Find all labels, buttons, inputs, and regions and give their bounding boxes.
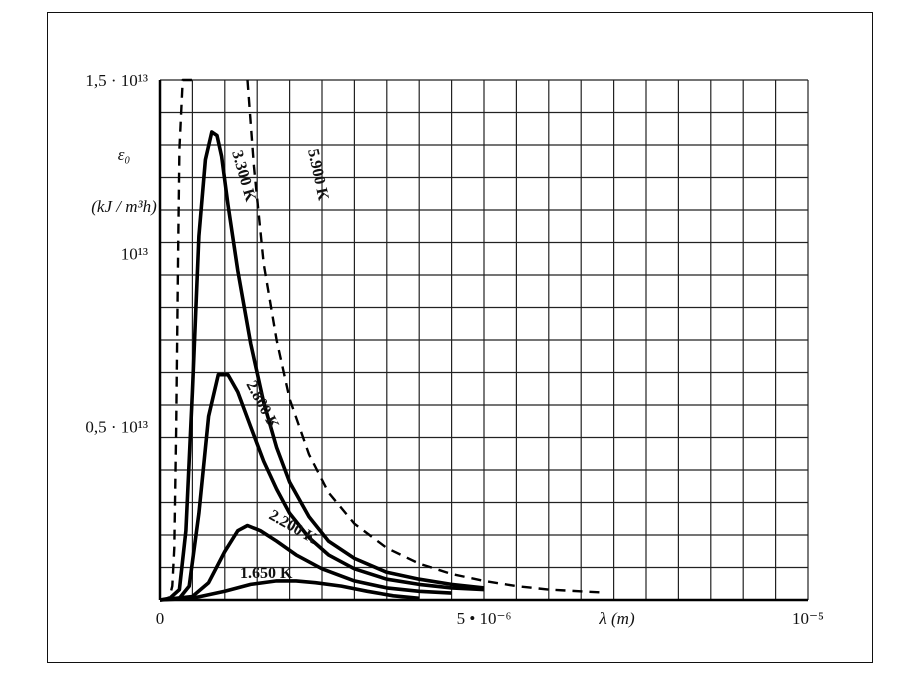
series-2800K-line	[159, 372, 485, 602]
series-label: 5.900 K	[304, 147, 332, 202]
series-5900K-line-tail	[246, 79, 601, 594]
grid	[159, 79, 809, 601]
y-tick-label: 10¹³	[121, 244, 148, 263]
curves	[159, 78, 601, 602]
series-label: 3.300 K	[228, 148, 259, 204]
series-2200K-line	[159, 523, 452, 602]
y-tick-label: 0,5 · 10¹³	[85, 418, 148, 437]
series-3300K-line	[159, 130, 485, 602]
y-axis-symbol: ε₀	[118, 145, 131, 164]
y-tick-label: 1,5 · 10¹³	[85, 71, 148, 90]
series-label: 2.200 K	[266, 507, 320, 548]
x-tick-label: 0	[156, 609, 165, 628]
x-tick-label: 5 • 10⁻⁶	[457, 609, 512, 628]
series-label: 1.650 K	[240, 565, 293, 582]
x-axis-label: λ (m)	[598, 609, 635, 628]
y-axis-unit: (kJ / m³h)	[91, 197, 157, 216]
x-tick-label: 10⁻⁵	[792, 609, 824, 628]
axes	[158, 80, 808, 602]
figure-frame	[47, 12, 873, 663]
series-1650K-line	[159, 579, 420, 602]
